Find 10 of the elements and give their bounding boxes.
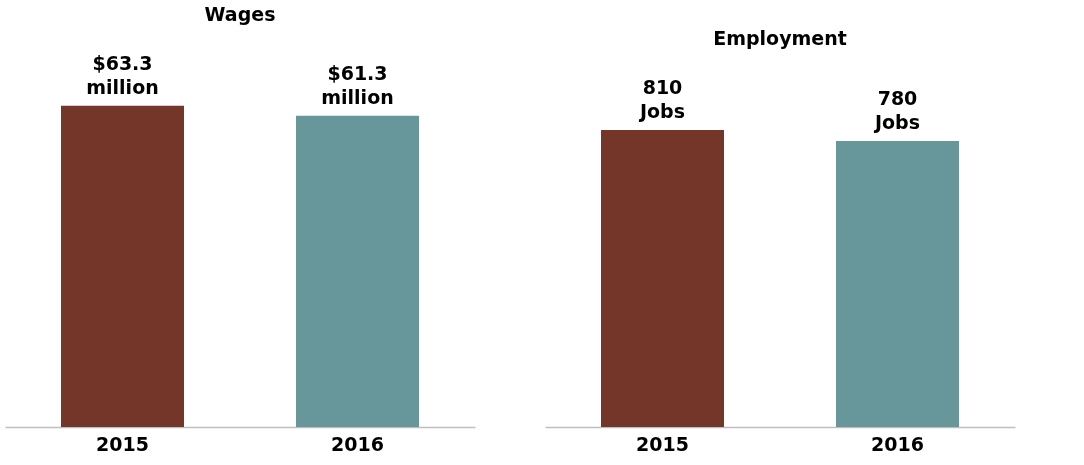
data-label: $63.3 million: [86, 51, 159, 98]
data-label: 810 Jobs: [637, 76, 686, 122]
data-label: $61.3 million: [321, 61, 394, 108]
chart-title: Employment: [713, 27, 847, 49]
x-tick-label: 2016: [871, 432, 924, 455]
data-label: 780 Jobs: [872, 87, 921, 133]
x-tick-label: 2015: [96, 432, 149, 455]
chart-title: Wages: [204, 2, 276, 25]
x-tick-label: 2016: [331, 432, 384, 455]
x-tick-label: 2015: [636, 432, 689, 455]
